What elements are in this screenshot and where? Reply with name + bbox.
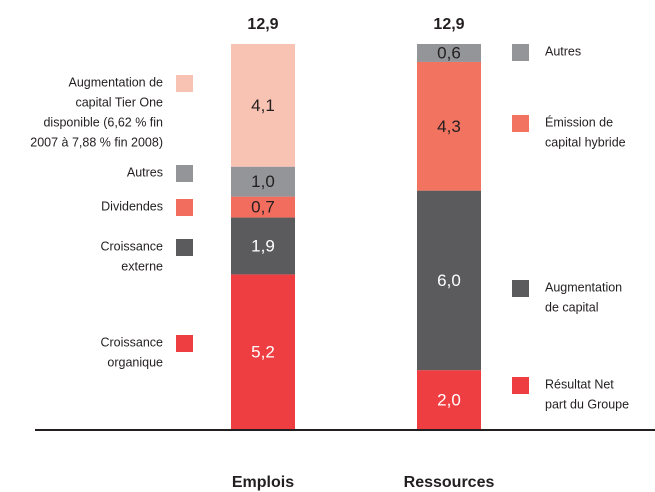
legend-label: Autres <box>127 165 163 179</box>
legend-label: externe <box>121 259 163 273</box>
legend-label: capital hybride <box>545 135 626 149</box>
legend-label: Dividendes <box>101 199 163 213</box>
legend-swatch <box>512 280 529 297</box>
total-label: 12,9 <box>433 16 464 33</box>
bar-segment <box>417 370 481 430</box>
legend-label: Croissance <box>100 239 163 253</box>
value-label: 4,3 <box>437 117 461 136</box>
legend-label: part du Groupe <box>545 397 629 411</box>
bar-segment <box>231 274 295 430</box>
legend-swatch <box>512 44 529 61</box>
bar-segment <box>417 44 481 62</box>
category-label: Ressources <box>404 474 495 491</box>
bar-segment <box>231 196 295 218</box>
legend-label: 2007 à 7,88 % fin 2008) <box>30 135 163 149</box>
value-label: 0,7 <box>251 198 275 217</box>
legend-label: Autres <box>545 44 581 58</box>
value-label: 6,0 <box>437 271 461 290</box>
legend-swatch <box>176 165 193 182</box>
legend-label: Croissance <box>100 335 163 349</box>
bar-segment <box>231 217 295 275</box>
legend-swatch <box>512 377 529 394</box>
legend-swatch <box>512 115 529 132</box>
legend-swatch <box>176 239 193 256</box>
legend-label: organique <box>107 355 163 369</box>
value-label: 2,0 <box>437 391 461 410</box>
bar-segment <box>417 190 481 371</box>
category-label: Emplois <box>232 474 294 491</box>
value-label: 4,1 <box>251 96 275 115</box>
bar-segment <box>417 61 481 191</box>
value-label: 1,9 <box>251 236 275 255</box>
legend-swatch <box>176 75 193 92</box>
legend-swatch <box>176 335 193 352</box>
legend-label: disponible (6,62 % fin <box>43 115 163 129</box>
value-label: 5,2 <box>251 343 275 362</box>
bar-segment <box>231 44 295 167</box>
legend-label: Augmentation <box>545 280 622 294</box>
legend-label: capital Tier One <box>75 95 163 109</box>
legend-label: de capital <box>545 300 599 314</box>
total-label: 12,9 <box>247 16 278 33</box>
legend-label: Augmentation de <box>68 75 163 89</box>
legend-label: Émission de <box>545 114 613 129</box>
bar-segment <box>231 166 295 197</box>
legend-swatch <box>176 199 193 216</box>
value-label: 1,0 <box>251 172 275 191</box>
legend-label: Résultat Net <box>545 377 614 391</box>
value-label: 0,6 <box>437 43 461 62</box>
